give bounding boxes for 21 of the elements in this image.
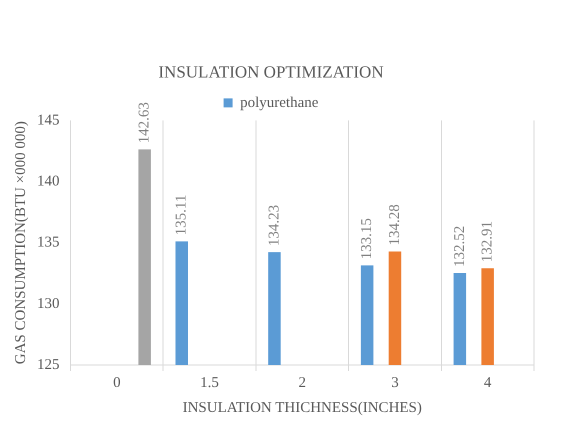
- y-tick-label: 135: [37, 234, 60, 251]
- data-label: 134.28: [386, 204, 403, 246]
- x-tick-label: 1.5: [200, 374, 219, 391]
- x-tick-label: 4: [484, 374, 492, 391]
- data-label: 133.15: [359, 218, 376, 260]
- x-axis-title: INSULATION THICHNESS(INCHES): [182, 400, 422, 416]
- data-label: 132.52: [452, 226, 468, 268]
- data-label: 142.63: [136, 102, 153, 144]
- x-tick-label: 2: [298, 374, 306, 391]
- y-tick-label: 140: [37, 173, 60, 190]
- y-tick-label: 125: [37, 356, 60, 373]
- y-tick-label: 130: [37, 296, 60, 312]
- x-tick-label: 0: [113, 374, 121, 391]
- legend-label: polyurethane: [240, 94, 319, 111]
- y-tick-label: 145: [37, 112, 60, 128]
- y-axis-title: GAS CONSUMPTION(BTU ×000 000): [12, 121, 29, 364]
- data-label: 135.11: [174, 194, 190, 236]
- x-tick-label: 3: [391, 374, 399, 391]
- data-label: 132.91: [480, 221, 496, 262]
- chart-title: INSULATION OPTIMIZATION: [158, 62, 384, 82]
- data-label: 134.23: [266, 204, 282, 246]
